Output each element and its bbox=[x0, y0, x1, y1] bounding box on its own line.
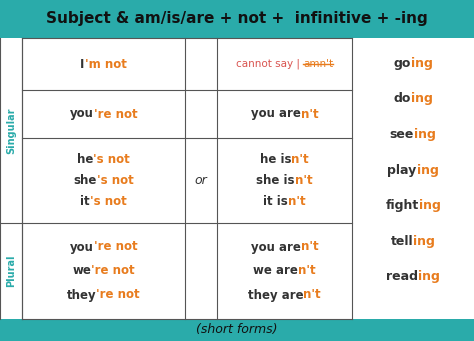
Text: ing: ing bbox=[411, 57, 433, 70]
Text: ing: ing bbox=[411, 92, 433, 105]
Text: it is: it is bbox=[264, 195, 288, 208]
Text: n't: n't bbox=[298, 265, 316, 278]
Text: ing: ing bbox=[417, 164, 438, 177]
Text: you are: you are bbox=[251, 107, 301, 120]
Text: n't: n't bbox=[295, 174, 312, 187]
Text: you: you bbox=[70, 107, 94, 120]
Text: cannot say |: cannot say | bbox=[236, 59, 303, 69]
Text: 's not: 's not bbox=[90, 195, 127, 208]
Text: they are: they are bbox=[248, 288, 303, 301]
Text: Subject & am/is/are + not +  infinitive + -ing: Subject & am/is/are + not + infinitive +… bbox=[46, 12, 428, 27]
Text: or: or bbox=[195, 174, 207, 187]
Text: he: he bbox=[77, 153, 93, 166]
Text: do: do bbox=[393, 92, 411, 105]
Bar bbox=[352, 38, 474, 319]
Bar bbox=[0, 0, 474, 38]
Text: n't: n't bbox=[288, 195, 306, 208]
Text: Singular: Singular bbox=[6, 107, 16, 154]
Text: she: she bbox=[73, 174, 97, 187]
Text: play: play bbox=[387, 164, 417, 177]
Text: she is: she is bbox=[256, 174, 295, 187]
Text: you: you bbox=[70, 240, 94, 253]
Bar bbox=[0, 223, 22, 319]
Text: n't: n't bbox=[301, 240, 318, 253]
Text: n't: n't bbox=[292, 153, 309, 166]
Text: ing: ing bbox=[414, 128, 436, 141]
Text: ing: ing bbox=[413, 235, 435, 248]
Text: 're not: 're not bbox=[97, 288, 140, 301]
Text: read: read bbox=[386, 270, 418, 283]
Bar bbox=[0, 38, 22, 319]
Text: 're not: 're not bbox=[94, 107, 137, 120]
Text: fight: fight bbox=[385, 199, 419, 212]
Text: I: I bbox=[81, 58, 85, 71]
Text: Plural: Plural bbox=[6, 255, 16, 287]
Text: ing: ing bbox=[418, 270, 440, 283]
Text: 's not: 's not bbox=[97, 174, 134, 187]
Text: 's not: 's not bbox=[93, 153, 130, 166]
Text: (short forms): (short forms) bbox=[196, 324, 278, 337]
Text: amn't: amn't bbox=[303, 59, 333, 69]
Bar bbox=[0, 38, 22, 223]
Text: tell: tell bbox=[391, 235, 413, 248]
Text: it: it bbox=[80, 195, 90, 208]
Bar bbox=[0, 319, 474, 341]
Text: see: see bbox=[390, 128, 414, 141]
Text: ing: ing bbox=[419, 199, 440, 212]
Text: you are: you are bbox=[251, 240, 301, 253]
Text: 're not: 're not bbox=[94, 240, 137, 253]
Text: 'm not: 'm not bbox=[85, 58, 127, 71]
Text: we: we bbox=[72, 265, 91, 278]
Text: he is: he is bbox=[260, 153, 292, 166]
Text: 're not: 're not bbox=[91, 265, 135, 278]
Text: n't: n't bbox=[301, 107, 318, 120]
Text: n't: n't bbox=[303, 288, 321, 301]
Text: they: they bbox=[67, 288, 97, 301]
Bar bbox=[22, 38, 352, 319]
Text: go: go bbox=[393, 57, 411, 70]
Text: we are: we are bbox=[253, 265, 298, 278]
